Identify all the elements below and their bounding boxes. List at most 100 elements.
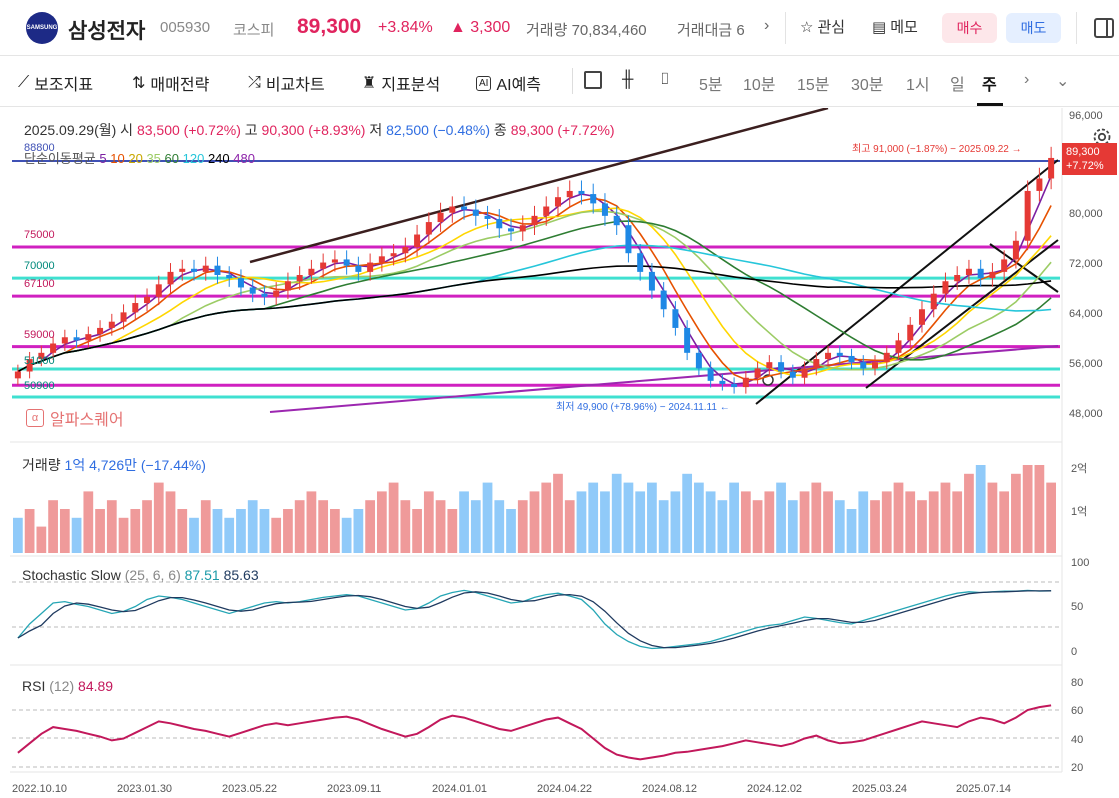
volume-bar [341,517,352,553]
candle-body [848,355,855,363]
candle-body [813,359,820,369]
volume-bar [330,509,340,553]
volume-bar [294,500,305,553]
volume-bar [940,482,951,553]
volume-bar [517,500,528,553]
candle-body [836,352,843,356]
price-axis-tick: 56,000 [1069,358,1103,370]
candle-body [378,256,385,263]
screenshot-tool[interactable]: ⌷ [660,71,670,89]
volume-bar [236,509,246,553]
moving-average-line [17,265,1052,373]
ai-predict-tool[interactable]: AI AI예측 [476,71,541,95]
x-axis-tick: 2024.12.02 [747,783,803,795]
volume-bar [189,517,199,553]
candle-body [625,225,632,254]
candle-body [85,334,92,341]
candle-body [860,362,867,369]
candle-body [496,218,503,229]
volume-bar [823,491,833,553]
candle-body [731,383,738,388]
analysis-tool[interactable]: ♜ 지표분석 [362,71,440,95]
sell-button[interactable]: 매도 [1006,13,1061,43]
sidebar-toggle-icon[interactable] [1094,18,1114,38]
volume-info: 거래량 70,834,460 [526,19,647,40]
level-label: 50900 [24,380,55,392]
volume-bar [964,473,974,553]
period-week[interactable]: 주 [982,77,997,94]
period-15min[interactable]: 15분 [797,77,830,94]
candle-body [73,337,80,341]
header-next-icon[interactable]: › [764,17,770,34]
candle-body [472,209,479,216]
volume-bar [740,491,751,553]
stoch-d: 85.63 [223,567,259,583]
alpha-icon: α [26,409,44,427]
divider [785,12,786,44]
ma-480: 480 [233,151,255,166]
volume-bar [576,491,587,553]
memo-label: 메모 [890,19,918,36]
volume-bar [106,500,117,553]
volume-bar [365,500,375,553]
ai-chip-icon: AI [476,75,492,91]
ma-60: 60 [164,151,179,166]
favorite-button[interactable]: ☆ 관심 [800,16,845,37]
candle-body [684,327,691,353]
strategy-tool[interactable]: ⇅ 매매전략 [132,71,209,95]
volume-bar [647,482,657,553]
period-10min[interactable]: 10분 [743,77,776,94]
checkbox-tool[interactable] [584,71,602,89]
volume-bar [353,509,364,553]
volume-bar [247,500,258,553]
candle-body [484,215,491,219]
candle-body [954,275,961,282]
rsi-axis-tick: 80 [1071,677,1084,689]
stoch-k-line [17,589,1052,650]
volume-bar [917,500,927,553]
candle-type-tool[interactable]: ╫ [622,71,633,89]
candle-body [637,253,644,272]
period-5min[interactable]: 5분 [699,77,723,94]
ma-20: 20 [128,151,143,166]
indicator-tool[interactable]: ⟋ 보조지표 [18,71,93,95]
memo-icon: ▤ [872,18,887,36]
volume-bar [553,473,563,553]
x-axis-tick: 2024.01.01 [432,783,488,795]
level-label: 59000 [24,329,55,341]
channel-line [755,159,1059,405]
price-chart[interactable] [0,108,1119,798]
memo-button[interactable]: ▤ 메모 [872,16,918,37]
volume-bar [952,491,963,553]
compare-tool[interactable]: ⤮ 비교차트 [248,71,325,95]
candle-body [414,234,421,247]
candle-body [390,253,397,257]
volume-bar [376,491,387,553]
chevron-down-icon[interactable]: ⌄ [1056,73,1070,90]
volume-bar [588,482,599,553]
price-axis-tick: 48,000 [1069,408,1103,420]
period-30min[interactable]: 30분 [851,77,884,94]
volume-bar [36,526,47,553]
period-1hour[interactable]: 1시 [906,77,930,94]
candle-body [778,362,785,372]
candle-body [261,293,268,297]
candle-body [1001,259,1008,272]
buy-button[interactable]: 매수 [942,13,997,43]
volume-bar [635,491,646,553]
candle-body [1048,157,1055,179]
candle-body [707,368,714,381]
ma-120: 120 [182,151,205,166]
brand-text: 알파스퀘어 [50,412,124,429]
chevron-right-icon[interactable]: › [1024,71,1030,88]
star-icon: ☆ [800,18,814,36]
change-amount: ▲ 3,300 [450,19,511,36]
period-day[interactable]: 일 [950,77,965,94]
price-axis-tick: 72,000 [1069,258,1103,270]
rsi-line [17,704,1052,761]
shuffle-icon: ⤮ [248,74,261,91]
candle-body [672,309,679,328]
volume-bar [494,500,505,553]
candle-body [108,321,115,328]
volume-bar [811,482,822,553]
